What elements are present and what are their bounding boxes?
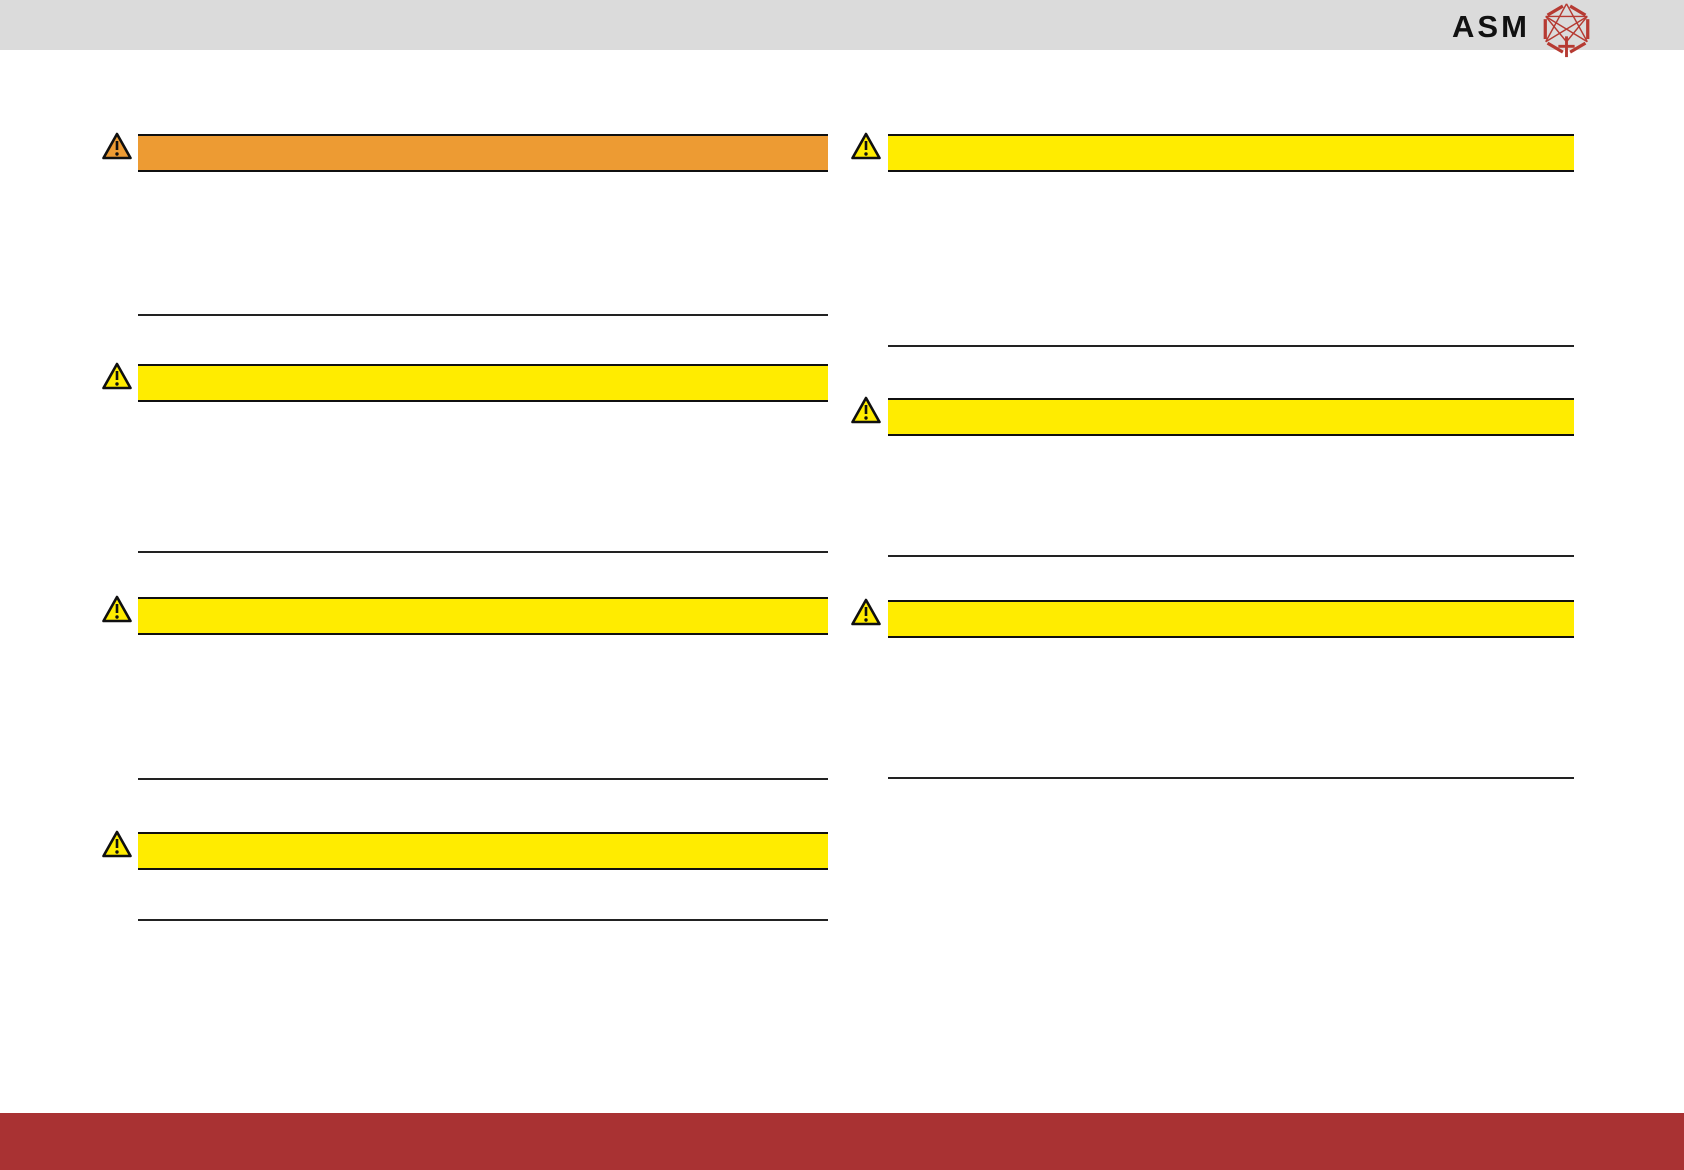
brand-wordmark: ASM: [1452, 9, 1530, 44]
caution-banner: [888, 600, 1574, 638]
warning-triangle-icon: [102, 595, 132, 623]
separator-rule: [888, 345, 1574, 347]
warning-triangle-icon: [851, 598, 881, 626]
caution-banner: [138, 364, 828, 402]
warning-triangle-icon: [851, 396, 881, 424]
separator-rule: [138, 551, 828, 553]
caution-banner: [888, 134, 1574, 172]
separator-rule: [138, 314, 828, 316]
footer-bar: [0, 1113, 1684, 1170]
separator-rule: [138, 919, 828, 921]
caution-banner: [138, 597, 828, 635]
header-bar: ASM: [0, 0, 1684, 58]
warning-triangle-icon: [102, 362, 132, 390]
warning-triangle-icon: [102, 132, 132, 160]
separator-rule: [138, 778, 828, 780]
separator-rule: [888, 777, 1574, 779]
warning-triangle-icon: [102, 830, 132, 858]
caution-banner: [888, 398, 1574, 436]
caution-banner: [138, 832, 828, 870]
separator-rule: [888, 555, 1574, 557]
asm-polyhedron-logo-icon: [1543, 3, 1590, 58]
warning-banner: [138, 134, 828, 172]
warning-triangle-icon: [851, 132, 881, 160]
